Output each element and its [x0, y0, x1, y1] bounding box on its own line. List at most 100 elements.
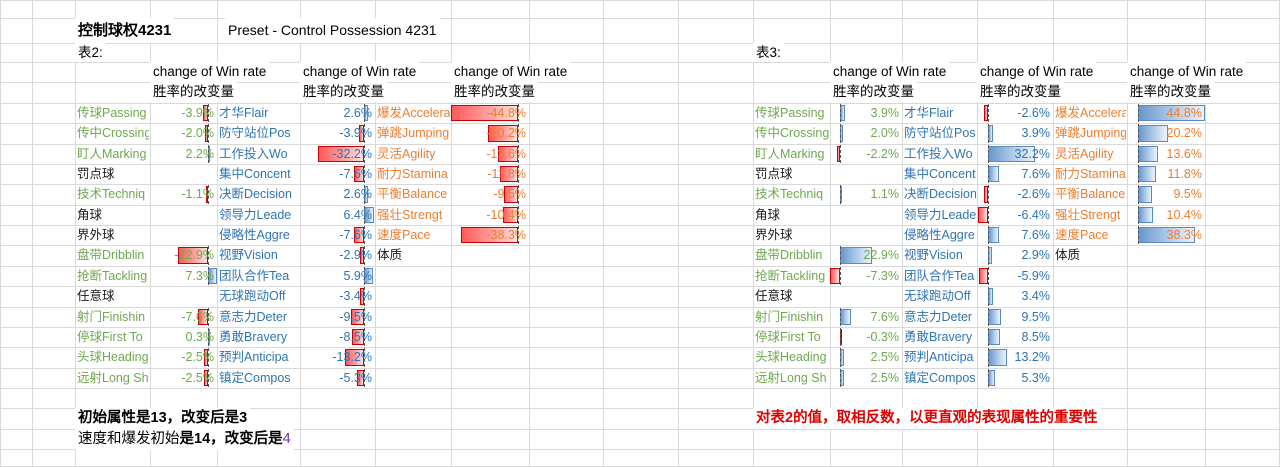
attribute-label[interactable]: 弹跳Jumping — [1055, 126, 1126, 141]
value-cell[interactable]: 2.5% — [830, 347, 902, 367]
value-cell[interactable]: -11.8% — [451, 164, 529, 184]
attribute-label[interactable]: 爆发Accelera — [377, 106, 450, 120]
attribute-label[interactable]: 射门Finishin — [77, 309, 146, 324]
value-cell[interactable]: 13.2% — [977, 347, 1053, 367]
attribute-label[interactable]: 镇定Compos — [904, 370, 976, 385]
value-cell[interactable]: 9.5% — [977, 307, 1053, 327]
attribute-label[interactable]: 意志力Deter — [219, 309, 288, 324]
value-cell[interactable]: 22.9% — [830, 245, 902, 265]
attribute-label[interactable]: 远射Long Sh — [755, 370, 827, 385]
attribute-label[interactable]: 工作投入Wo — [219, 146, 288, 161]
value-cell[interactable]: 9.5% — [1127, 184, 1205, 204]
value-cell[interactable]: 5.3% — [977, 368, 1053, 388]
value-cell[interactable]: 38.3% — [1127, 225, 1205, 245]
attribute-label[interactable]: 预判Anticipa — [904, 350, 974, 365]
attribute-label[interactable]: 集中Concent — [904, 167, 976, 182]
attribute-label[interactable]: 决断Decision — [904, 187, 976, 202]
attribute-label[interactable]: 侵略性Aggre — [904, 228, 975, 243]
attribute-label[interactable]: 镇定Compos — [219, 370, 291, 385]
value-cell[interactable]: 2.6% — [300, 103, 375, 123]
value-cell[interactable]: -20.2% — [451, 123, 529, 143]
value-cell[interactable]: 7.6% — [977, 225, 1053, 245]
attribute-label[interactable]: 角球 — [77, 207, 103, 222]
value-cell[interactable]: -7.6% — [300, 225, 375, 245]
value-cell[interactable]: -7.6% — [150, 307, 217, 327]
value-cell[interactable]: 20.2% — [1127, 123, 1205, 143]
attribute-label[interactable]: 灵活Agility — [1055, 146, 1114, 161]
attribute-label[interactable]: 盘带Dribblin — [77, 248, 145, 263]
attribute-label[interactable]: 技术Techniq — [77, 187, 146, 202]
value-cell[interactable]: -2.5% — [150, 347, 217, 367]
attribute-label[interactable]: 传中Crossing — [77, 126, 149, 141]
value-cell[interactable]: -6.4% — [977, 205, 1053, 225]
value-cell[interactable]: -9.5% — [300, 307, 375, 327]
value-cell[interactable]: 2.6% — [300, 184, 375, 204]
value-cell[interactable]: 11.8% — [1127, 164, 1205, 184]
value-cell[interactable]: 0.3% — [150, 327, 217, 347]
attribute-label[interactable]: 射门Finishin — [755, 309, 824, 324]
value-cell[interactable]: 32.2% — [977, 144, 1053, 164]
value-cell[interactable]: -3.9% — [150, 103, 217, 123]
attribute-label[interactable]: 停球First To — [77, 329, 143, 344]
value-cell[interactable]: -0.3% — [830, 327, 902, 347]
value-cell[interactable]: -32.2% — [300, 144, 375, 164]
attribute-label[interactable]: 头球Heading — [77, 350, 149, 365]
value-cell[interactable]: 2.5% — [830, 368, 902, 388]
attribute-label[interactable]: 抢断Tackling — [77, 268, 148, 283]
value-cell[interactable]: -9.5% — [451, 184, 529, 204]
value-cell[interactable]: 5.9% — [300, 266, 375, 286]
attribute-label[interactable]: 速度Pace — [377, 228, 431, 243]
value-cell[interactable]: -8.5% — [300, 327, 375, 347]
attribute-label[interactable]: 决断Decision — [219, 187, 292, 202]
attribute-label[interactable]: 平衡Balance — [1055, 187, 1126, 202]
attribute-label[interactable]: 意志力Deter — [904, 309, 973, 324]
attribute-label[interactable]: 界外球 — [755, 228, 793, 243]
value-cell[interactable]: -5.3% — [300, 368, 375, 388]
attribute-label[interactable]: 头球Heading — [755, 350, 827, 365]
value-cell[interactable]: 10.4% — [1127, 205, 1205, 225]
attribute-label[interactable]: 传球Passing — [755, 106, 825, 120]
value-cell[interactable]: 7.3% — [150, 266, 217, 286]
attribute-label[interactable]: 视野Vision — [904, 248, 963, 263]
value-cell[interactable]: 7.6% — [977, 164, 1053, 184]
value-cell[interactable]: -5.9% — [977, 266, 1053, 286]
attribute-label[interactable]: 无球跑动Off — [904, 289, 971, 304]
attribute-label[interactable]: 罚点球 — [77, 167, 115, 182]
value-cell[interactable]: -22.9% — [150, 245, 217, 265]
attribute-label[interactable]: 耐力Stamina — [1055, 167, 1126, 182]
value-cell[interactable]: 13.6% — [1127, 144, 1205, 164]
attribute-label[interactable]: 团队合作Tea — [904, 268, 975, 283]
attribute-label[interactable]: 体质 — [377, 248, 403, 263]
attribute-label[interactable]: 远射Long Sh — [77, 370, 149, 385]
value-cell[interactable]: -1.1% — [150, 184, 217, 204]
value-cell[interactable]: 2.0% — [830, 123, 902, 143]
attribute-label[interactable]: 罚点球 — [755, 167, 793, 182]
value-cell[interactable]: -7.3% — [830, 266, 902, 286]
value-cell[interactable]: -2.5% — [150, 368, 217, 388]
attribute-label[interactable]: 领导力Leade — [904, 207, 976, 222]
attribute-label[interactable]: 抢断Tackling — [755, 268, 826, 283]
attribute-label[interactable]: 才华Flair — [904, 106, 954, 120]
value-cell[interactable]: 8.5% — [977, 327, 1053, 347]
attribute-label[interactable]: 集中Concent — [219, 167, 291, 182]
attribute-label[interactable]: 盯人Marking — [77, 146, 147, 161]
value-cell[interactable]: -2.9% — [300, 245, 375, 265]
attribute-label[interactable]: 防守站位Pos — [219, 126, 291, 141]
value-cell[interactable]: -3.9% — [300, 123, 375, 143]
attribute-label[interactable]: 爆发Accelera — [1055, 106, 1126, 120]
attribute-label[interactable]: 角球 — [755, 207, 781, 222]
attribute-label[interactable]: 任意球 — [77, 289, 115, 304]
value-cell[interactable]: 1.1% — [830, 184, 902, 204]
value-cell[interactable]: -13.2% — [300, 347, 375, 367]
attribute-label[interactable]: 界外球 — [77, 228, 115, 243]
value-cell[interactable]: -44.8% — [451, 103, 529, 123]
attribute-label[interactable]: 勇敢Bravery — [219, 329, 288, 344]
value-cell[interactable]: -2.6% — [977, 184, 1053, 204]
attribute-label[interactable]: 盘带Dribblin — [755, 248, 823, 263]
value-cell[interactable]: -38.3% — [451, 225, 529, 245]
value-cell[interactable]: -2.2% — [830, 144, 902, 164]
attribute-label[interactable]: 强壮Strengt — [377, 207, 443, 222]
value-cell[interactable]: 7.6% — [830, 307, 902, 327]
attribute-label[interactable]: 平衡Balance — [377, 187, 448, 202]
attribute-label[interactable]: 体质 — [1055, 248, 1081, 263]
